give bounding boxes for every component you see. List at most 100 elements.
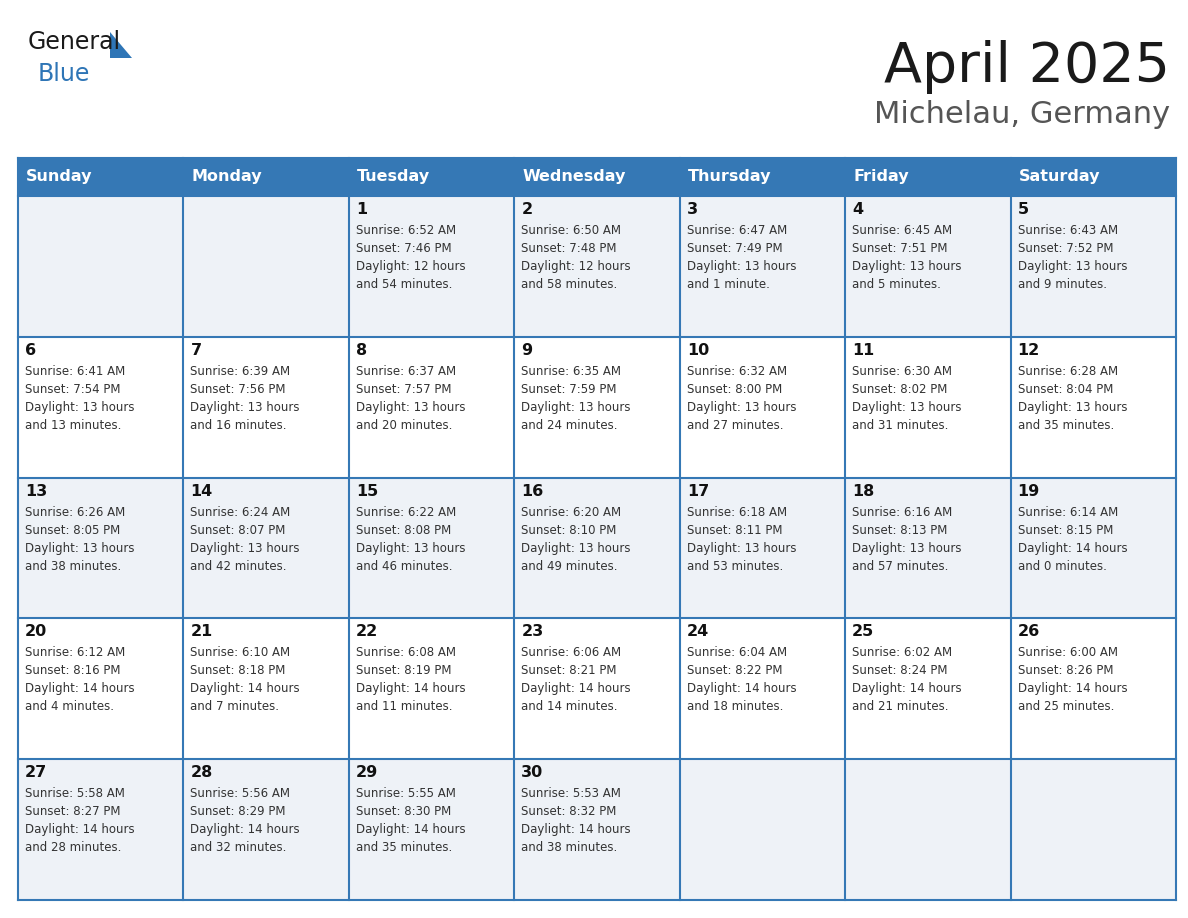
Text: and 28 minutes.: and 28 minutes. <box>25 841 121 855</box>
Text: Sunrise: 6:28 AM: Sunrise: 6:28 AM <box>1018 364 1118 378</box>
Bar <box>514 477 680 619</box>
Bar <box>183 759 349 900</box>
Text: 18: 18 <box>852 484 874 498</box>
Bar <box>349 337 514 477</box>
Text: Sunset: 7:51 PM: Sunset: 7:51 PM <box>852 242 948 255</box>
Text: Sunrise: 5:56 AM: Sunrise: 5:56 AM <box>190 788 290 800</box>
Text: 20: 20 <box>25 624 48 640</box>
Text: 14: 14 <box>190 484 213 498</box>
Text: Daylight: 13 hours: Daylight: 13 hours <box>852 260 961 273</box>
Text: Sunrise: 6:24 AM: Sunrise: 6:24 AM <box>190 506 291 519</box>
Text: 9: 9 <box>522 342 532 358</box>
Text: Sunset: 8:27 PM: Sunset: 8:27 PM <box>25 805 120 818</box>
Text: Tuesday: Tuesday <box>356 170 430 185</box>
Text: Daylight: 13 hours: Daylight: 13 hours <box>1018 401 1127 414</box>
Bar <box>680 158 845 196</box>
Text: and 32 minutes.: and 32 minutes. <box>190 841 286 855</box>
Text: Daylight: 14 hours: Daylight: 14 hours <box>356 823 466 836</box>
Text: 23: 23 <box>522 624 544 640</box>
Text: Sunset: 8:05 PM: Sunset: 8:05 PM <box>25 523 120 537</box>
Text: Daylight: 13 hours: Daylight: 13 hours <box>356 401 466 414</box>
Text: and 49 minutes.: and 49 minutes. <box>522 560 618 573</box>
Text: Daylight: 14 hours: Daylight: 14 hours <box>1018 682 1127 696</box>
Bar <box>680 759 845 900</box>
Text: and 27 minutes.: and 27 minutes. <box>687 419 783 431</box>
Text: Sunrise: 5:58 AM: Sunrise: 5:58 AM <box>25 788 125 800</box>
Text: Sunset: 8:15 PM: Sunset: 8:15 PM <box>1018 523 1113 537</box>
Text: Sunset: 8:22 PM: Sunset: 8:22 PM <box>687 665 782 677</box>
Text: Daylight: 13 hours: Daylight: 13 hours <box>852 542 961 554</box>
Bar <box>845 759 1011 900</box>
Bar <box>18 158 183 196</box>
Text: 28: 28 <box>190 766 213 780</box>
Bar <box>845 337 1011 477</box>
Text: Sunset: 8:32 PM: Sunset: 8:32 PM <box>522 805 617 818</box>
Text: Sunset: 8:18 PM: Sunset: 8:18 PM <box>190 665 286 677</box>
Text: Sunrise: 6:18 AM: Sunrise: 6:18 AM <box>687 506 786 519</box>
Text: Daylight: 13 hours: Daylight: 13 hours <box>25 542 134 554</box>
Text: 25: 25 <box>852 624 874 640</box>
Polygon shape <box>110 32 132 58</box>
Text: and 25 minutes.: and 25 minutes. <box>1018 700 1114 713</box>
Text: and 42 minutes.: and 42 minutes. <box>190 560 287 573</box>
Bar <box>183 619 349 759</box>
Text: Sunset: 7:56 PM: Sunset: 7:56 PM <box>190 383 286 396</box>
Text: Sunset: 7:52 PM: Sunset: 7:52 PM <box>1018 242 1113 255</box>
Text: Daylight: 13 hours: Daylight: 13 hours <box>852 401 961 414</box>
Text: Thursday: Thursday <box>688 170 771 185</box>
Bar <box>18 477 183 619</box>
Bar <box>349 619 514 759</box>
Bar <box>680 477 845 619</box>
Bar <box>845 196 1011 337</box>
Bar <box>1011 337 1176 477</box>
Bar <box>349 196 514 337</box>
Bar <box>514 759 680 900</box>
Text: and 1 minute.: and 1 minute. <box>687 278 770 291</box>
Bar <box>514 619 680 759</box>
Text: and 24 minutes.: and 24 minutes. <box>522 419 618 431</box>
Text: Sunrise: 6:22 AM: Sunrise: 6:22 AM <box>356 506 456 519</box>
Text: and 46 minutes.: and 46 minutes. <box>356 560 453 573</box>
Text: Daylight: 14 hours: Daylight: 14 hours <box>852 682 962 696</box>
Text: Sunrise: 6:45 AM: Sunrise: 6:45 AM <box>852 224 953 237</box>
Text: and 38 minutes.: and 38 minutes. <box>25 560 121 573</box>
Text: and 57 minutes.: and 57 minutes. <box>852 560 948 573</box>
Text: Sunset: 8:21 PM: Sunset: 8:21 PM <box>522 665 617 677</box>
Text: 5: 5 <box>1018 202 1029 217</box>
Bar <box>183 337 349 477</box>
Text: Daylight: 13 hours: Daylight: 13 hours <box>190 542 299 554</box>
Text: Sunrise: 6:02 AM: Sunrise: 6:02 AM <box>852 646 953 659</box>
Text: Sunset: 8:10 PM: Sunset: 8:10 PM <box>522 523 617 537</box>
Bar <box>349 759 514 900</box>
Text: and 14 minutes.: and 14 minutes. <box>522 700 618 713</box>
Text: Saturday: Saturday <box>1018 170 1100 185</box>
Text: and 16 minutes.: and 16 minutes. <box>190 419 287 431</box>
Bar <box>845 158 1011 196</box>
Text: Sunrise: 6:06 AM: Sunrise: 6:06 AM <box>522 646 621 659</box>
Text: 21: 21 <box>190 624 213 640</box>
Text: and 18 minutes.: and 18 minutes. <box>687 700 783 713</box>
Text: Sunset: 7:54 PM: Sunset: 7:54 PM <box>25 383 120 396</box>
Bar <box>1011 196 1176 337</box>
Text: Sunset: 8:08 PM: Sunset: 8:08 PM <box>356 523 451 537</box>
Text: Sunrise: 6:41 AM: Sunrise: 6:41 AM <box>25 364 125 378</box>
Bar <box>18 337 183 477</box>
Text: Sunrise: 6:35 AM: Sunrise: 6:35 AM <box>522 364 621 378</box>
Text: Sunset: 7:57 PM: Sunset: 7:57 PM <box>356 383 451 396</box>
Text: 8: 8 <box>356 342 367 358</box>
Text: April 2025: April 2025 <box>884 40 1170 94</box>
Text: 12: 12 <box>1018 342 1040 358</box>
Text: and 21 minutes.: and 21 minutes. <box>852 700 949 713</box>
Text: Daylight: 12 hours: Daylight: 12 hours <box>356 260 466 273</box>
Text: Blue: Blue <box>38 62 90 86</box>
Text: Sunset: 8:26 PM: Sunset: 8:26 PM <box>1018 665 1113 677</box>
Text: and 7 minutes.: and 7 minutes. <box>190 700 279 713</box>
Bar <box>514 158 680 196</box>
Text: Sunrise: 6:47 AM: Sunrise: 6:47 AM <box>687 224 786 237</box>
Text: Sunset: 8:07 PM: Sunset: 8:07 PM <box>190 523 286 537</box>
Text: Daylight: 13 hours: Daylight: 13 hours <box>1018 260 1127 273</box>
Bar <box>1011 158 1176 196</box>
Bar <box>514 337 680 477</box>
Text: Sunrise: 6:12 AM: Sunrise: 6:12 AM <box>25 646 125 659</box>
Text: 30: 30 <box>522 766 544 780</box>
